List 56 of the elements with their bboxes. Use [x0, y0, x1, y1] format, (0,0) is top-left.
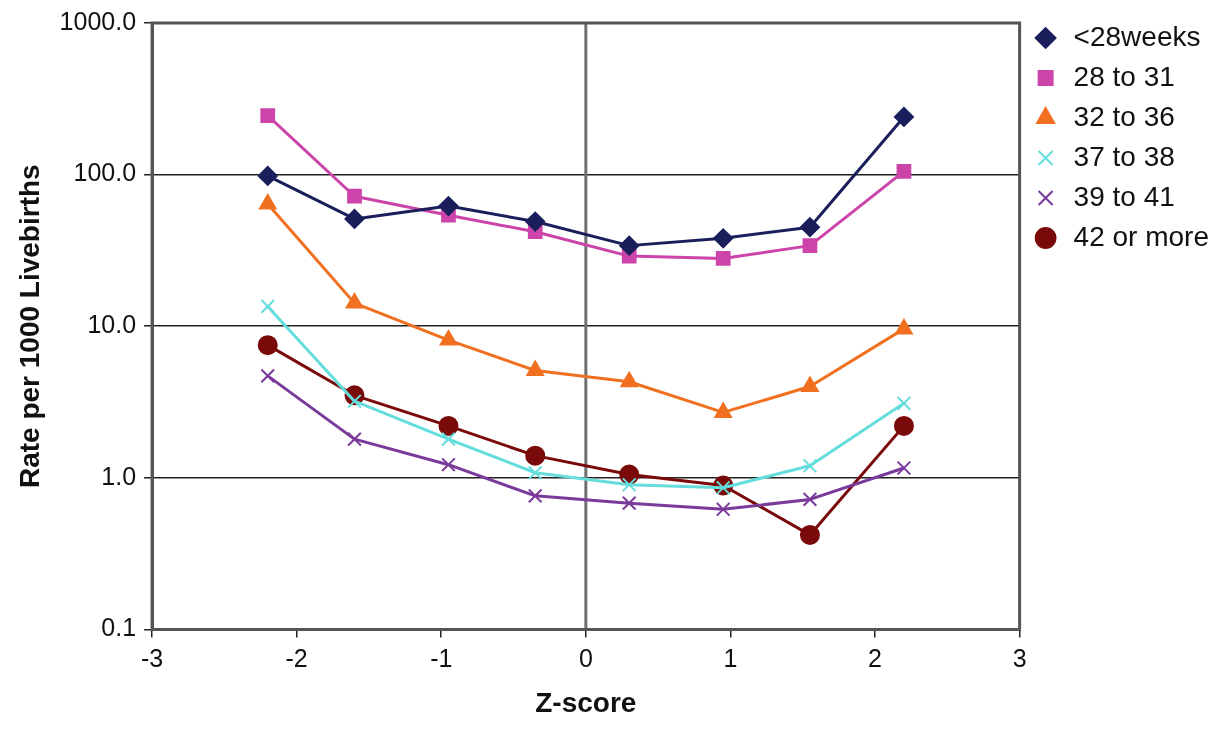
point	[344, 208, 365, 229]
point	[441, 457, 456, 473]
point	[799, 524, 820, 545]
point	[802, 492, 818, 507]
x-axis-title: Z-score	[535, 686, 637, 718]
point	[257, 335, 278, 356]
point	[347, 188, 362, 204]
legend-label: 42 or more	[1073, 220, 1210, 252]
point	[799, 217, 820, 238]
point	[260, 368, 276, 384]
legend-label: 32 to 36	[1073, 100, 1175, 132]
point	[621, 495, 637, 511]
legend-label: 37 to 38	[1073, 140, 1175, 172]
legend-label: 28 to 31	[1073, 60, 1175, 92]
y-tick-label: 1000.0	[59, 6, 137, 35]
x-tick-label: -3	[140, 644, 164, 673]
point	[260, 108, 276, 123]
point	[896, 395, 912, 411]
legend-label: 39 to 41	[1073, 180, 1175, 212]
point	[441, 431, 456, 447]
point	[801, 376, 819, 393]
x-tick-label: 0	[578, 644, 593, 673]
x-tick-label: 2	[868, 644, 882, 673]
point	[715, 501, 731, 517]
point	[527, 488, 543, 504]
point	[438, 415, 459, 436]
point	[525, 445, 546, 466]
point	[438, 196, 459, 217]
point	[893, 415, 914, 436]
y-tick-label: 100.0	[73, 158, 137, 187]
point	[621, 477, 637, 493]
point	[526, 360, 545, 377]
point	[260, 299, 276, 314]
point	[893, 106, 914, 127]
point	[525, 211, 546, 232]
point	[439, 330, 458, 346]
point	[345, 293, 364, 309]
point	[715, 251, 731, 266]
y-axis-title: Rate per 1000 Livebirths	[13, 164, 45, 489]
point	[802, 238, 818, 253]
y-tick-label: 0.1	[101, 613, 137, 642]
legend-label: <28weeks	[1073, 20, 1201, 52]
point	[527, 465, 543, 481]
point	[619, 235, 640, 256]
point	[802, 458, 818, 474]
x-tick-label: -2	[285, 644, 308, 673]
point	[257, 165, 278, 186]
y-tick-label: 10.0	[87, 310, 137, 339]
x-tick-label: 1	[723, 644, 738, 673]
point	[347, 431, 362, 447]
point	[896, 164, 912, 179]
x-tick-label: -1	[430, 644, 453, 673]
x-tick-label: 3	[1012, 644, 1027, 673]
y-tick-label: 1.0	[101, 461, 137, 490]
point	[713, 228, 734, 249]
point	[896, 460, 912, 476]
